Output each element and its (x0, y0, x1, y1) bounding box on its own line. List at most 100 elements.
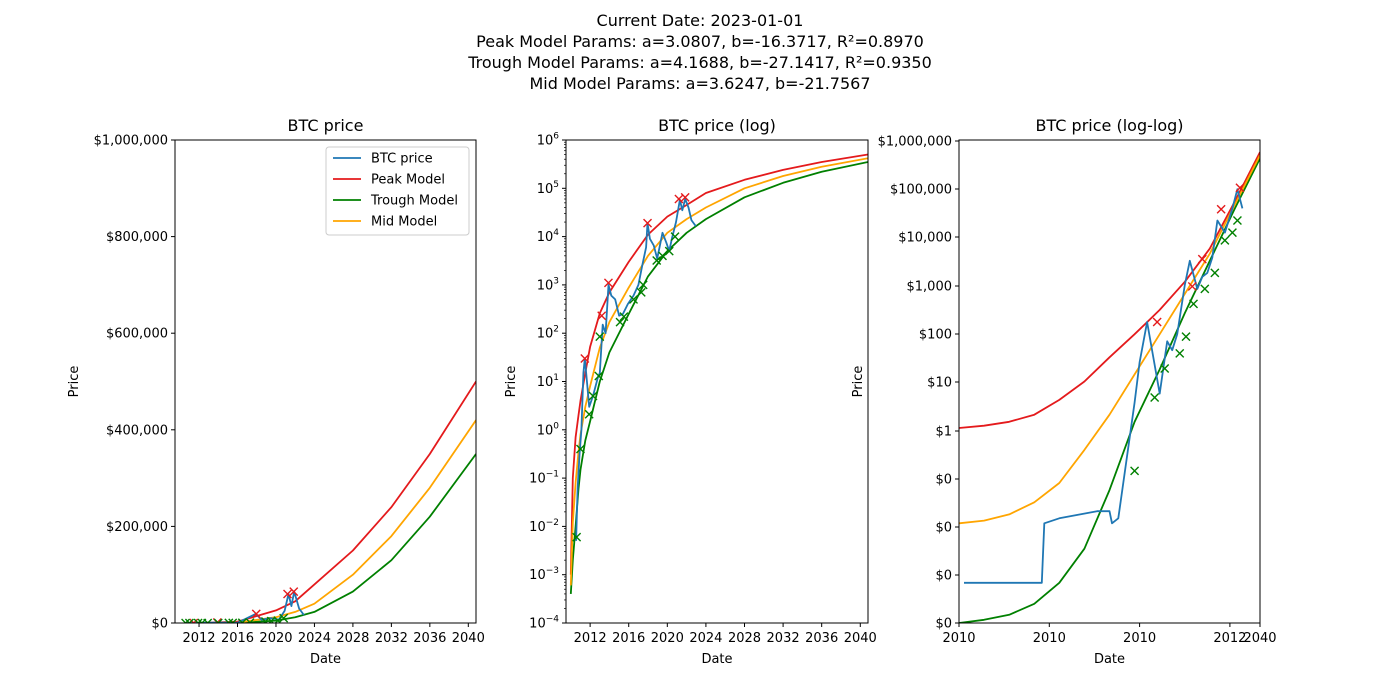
y-tick-label: $400,000 (106, 423, 168, 438)
series-line-peak-model (198, 381, 476, 623)
y-tick-label: 100 (537, 421, 560, 438)
peak-marker (603, 278, 613, 288)
chart-panel-1: BTC price Date $0 $200,000 $400,000 $600,000 $… (67, 116, 485, 667)
y-axis-label: Price (67, 366, 82, 398)
peak-marker (1235, 183, 1245, 193)
trough-marker (279, 613, 289, 623)
y-tick-label: 10−1 (529, 470, 559, 487)
y-tick-label: $0 (935, 473, 952, 488)
peak-marker-stroke (597, 311, 607, 321)
x-tick-label: 2012 (1213, 631, 1246, 646)
x-axis-label: Date (310, 652, 341, 667)
trough-marker (1150, 393, 1160, 403)
x-tick-label: 2040 (1243, 631, 1276, 646)
series-line-btc-price (964, 188, 1244, 584)
trough-marker (595, 332, 605, 342)
x-tick-label: 2032 (767, 631, 800, 646)
suptitle-trough-params: Trough Model Params: a=4.1688, b=-27.141… (468, 53, 932, 72)
axes-frame (565, 139, 869, 624)
trough-marker (1175, 348, 1185, 358)
trough-marker-stroke (1232, 216, 1242, 225)
y-tick-exponent: 4 (553, 228, 559, 238)
y-tick-exponent: 2 (553, 325, 559, 335)
x-tick-label: 2010 (1123, 631, 1156, 646)
trough-marker-stroke (619, 312, 629, 322)
trough-marker (615, 317, 625, 327)
trough-marker-stroke (1227, 228, 1237, 238)
legend-label: Trough Model (370, 194, 458, 209)
y-tick-label: $0 (151, 617, 168, 632)
x-tick-label: 2028 (336, 631, 369, 646)
series-line-peak-model (959, 151, 1260, 429)
trough-marker-stroke (575, 444, 585, 454)
trough-marker (588, 391, 598, 401)
trough-marker (572, 532, 582, 542)
trough-marker-stroke (572, 532, 582, 542)
x-tick-label: 2040 (844, 631, 877, 646)
trough-marker-stroke (268, 616, 276, 623)
peak-marker (1216, 204, 1226, 214)
y-tick-exponent: 1 (553, 373, 559, 383)
trough-marker-stroke (1210, 268, 1220, 278)
series-line-trough-model (198, 453, 476, 623)
y-axis-label: Price (851, 366, 866, 398)
suptitle-peak-params: Peak Model Params: a=3.0807, b=-16.3717,… (476, 32, 924, 51)
y-axis-label: Price (504, 366, 519, 398)
peak-marker-stroke (289, 587, 299, 597)
peak-marker (251, 609, 261, 619)
peak-marker (283, 589, 293, 599)
y-tick-label: 10−2 (529, 518, 559, 535)
peak-marker (680, 192, 690, 202)
peak-marker-stroke (680, 192, 690, 202)
y-tick-label: 10−3 (529, 566, 559, 583)
peak-marker-stroke (1152, 317, 1162, 327)
legend-box (325, 146, 470, 236)
trough-marker (1220, 235, 1230, 245)
trough-marker (1130, 466, 1140, 476)
trough-marker (1227, 228, 1237, 238)
y-tick-label: $200,000 (106, 520, 168, 535)
peak-marker (597, 311, 607, 321)
peak-marker-stroke (643, 218, 653, 228)
trough-marker (594, 371, 604, 381)
figure-suptitle: Current Date: 2023-01-01 Peak Model Para… (0, 10, 1400, 94)
y-tick-label: 104 (537, 228, 560, 245)
trough-marker-stroke (1189, 299, 1199, 309)
y-tick-exponent: −3 (546, 566, 559, 576)
y-tick-label: 105 (537, 180, 559, 197)
trough-marker (575, 444, 585, 454)
peak-marker-stroke (1187, 281, 1197, 291)
suptitle-mid-params: Mid Model Params: a=3.6247, b=-21.7567 (529, 74, 871, 93)
trough-marker-stroke (1130, 466, 1140, 476)
y-tick-exponent: 5 (553, 180, 559, 190)
y-tick-label: 106 (537, 132, 560, 149)
y-tick-label: $0 (935, 569, 952, 584)
trough-marker-stroke (584, 409, 594, 419)
x-tick-label: 2016 (221, 631, 254, 646)
trough-marker-stroke (636, 287, 646, 297)
peak-marker (580, 353, 590, 363)
trough-marker (273, 616, 283, 623)
y-tick-label: 102 (537, 325, 559, 342)
trough-marker (652, 256, 662, 265)
trough-marker (657, 251, 667, 261)
y-tick-label: $1 (935, 425, 952, 440)
legend-label: Mid Model (371, 215, 437, 230)
y-tick-label: $100 (919, 328, 952, 343)
trough-marker-stroke (279, 613, 289, 623)
x-axis-label: Date (1094, 652, 1125, 667)
peak-marker-stroke (251, 609, 261, 619)
legend-label: BTC price (371, 152, 433, 167)
x-tick-label: 2012 (182, 631, 215, 646)
trough-marker (636, 287, 646, 297)
y-tick-label: $1,000,000 (94, 134, 168, 149)
trough-marker-stroke (615, 317, 625, 327)
series-line-btc-price (575, 198, 697, 541)
trough-marker-stroke (664, 246, 674, 256)
y-tick-exponent: 6 (553, 132, 559, 142)
trough-marker (1200, 284, 1210, 294)
peak-marker (1152, 317, 1162, 327)
x-tick-label: 2040 (452, 631, 485, 646)
plot-area (181, 381, 476, 623)
